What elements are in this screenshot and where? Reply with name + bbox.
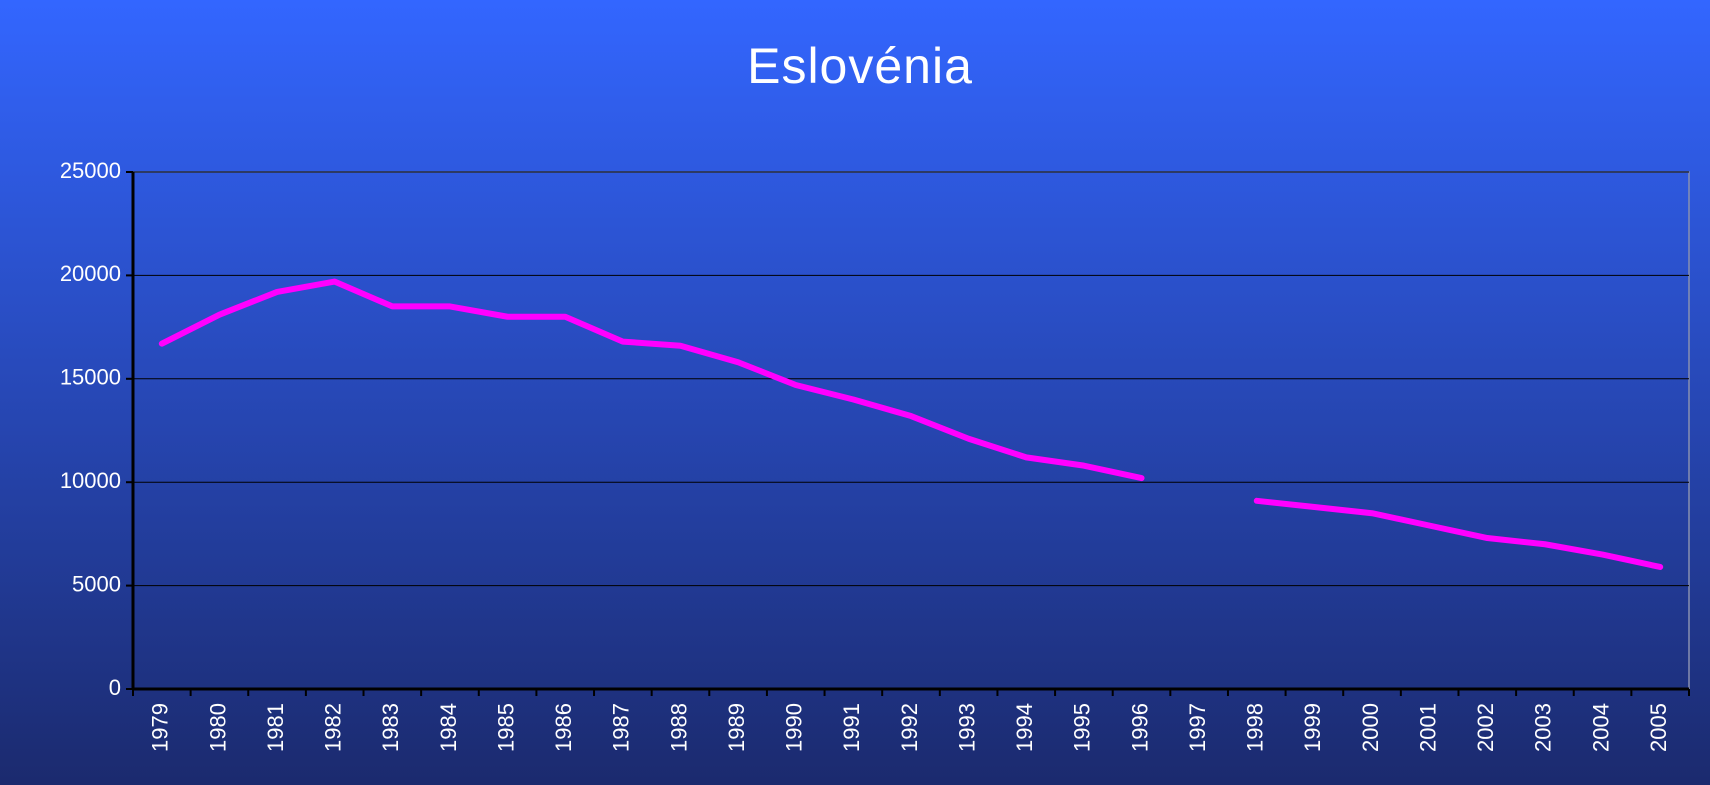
x-tick-label: 1982 [321,703,346,752]
y-tick-label: 5000 [72,571,121,596]
x-tick-label: 1984 [436,703,461,752]
x-tick-label: 1991 [839,703,864,752]
x-tick-label: 1988 [666,703,691,752]
y-tick-label: 15000 [60,365,121,390]
x-tick-label: 1995 [1070,703,1095,752]
x-tick-label: 1987 [609,703,634,752]
y-tick-label: 0 [109,675,121,700]
x-tick-label: 2001 [1415,703,1440,752]
x-tick-label: 1986 [551,703,576,752]
x-tick-label: 1979 [148,703,173,752]
data-line [158,278,1664,570]
x-tick-label: 1981 [263,703,288,752]
x-tick-label: 1996 [1127,703,1152,752]
y-tick-label: 25000 [60,158,121,183]
x-tick-label: 2000 [1358,703,1383,752]
chart-title: Eslovénia [747,38,973,94]
x-tick-label: 2005 [1646,703,1671,752]
x-tick-label: 2002 [1473,703,1498,752]
x-tick-label: 1992 [897,703,922,752]
x-tick-label: 2003 [1531,703,1556,752]
x-tick-label: 1999 [1300,703,1325,752]
x-tick-label: 1990 [782,703,807,752]
x-tick-label: 1998 [1243,703,1268,752]
x-tick-label: 1980 [205,703,230,752]
y-tick-label: 10000 [60,468,121,493]
x-tick-label: 1993 [954,703,979,752]
x-tick-label: 1989 [724,703,749,752]
x-tick-label: 1997 [1185,703,1210,752]
x-tick-label: 1994 [1012,703,1037,752]
y-tick-label: 20000 [60,261,121,286]
x-tick-label: 1985 [493,703,518,752]
x-tick-label: 1983 [378,703,403,752]
x-tick-label: 2004 [1588,703,1613,752]
